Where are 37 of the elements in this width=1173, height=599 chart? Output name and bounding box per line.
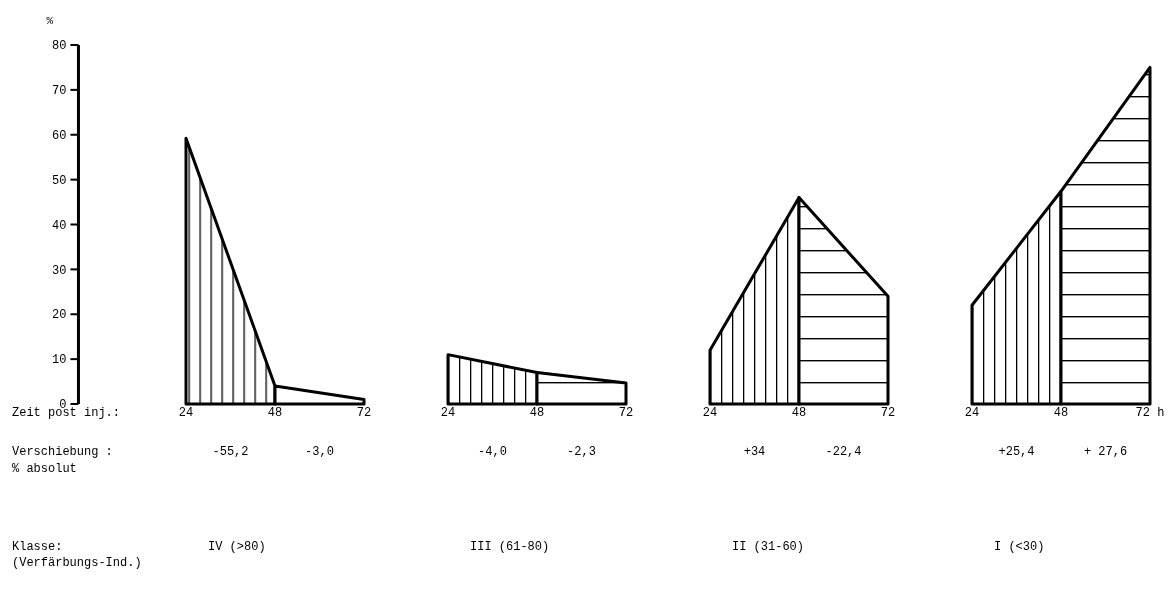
x-tick-label: 48 bbox=[791, 406, 807, 420]
text: III (61-80) bbox=[470, 540, 550, 554]
x-tick-label: 24 bbox=[178, 406, 194, 420]
text: (Verfärbungs-Ind.) bbox=[12, 556, 142, 570]
y-tick-label: 10 bbox=[52, 353, 67, 368]
x-tick-label: 72 h bbox=[1135, 406, 1165, 420]
text: Verschiebung : bbox=[12, 445, 113, 459]
text: +34 bbox=[743, 445, 766, 459]
x-tick-label: 72 bbox=[356, 406, 372, 420]
text: +25,4 bbox=[998, 445, 1035, 459]
y-tick-label: 30 bbox=[52, 263, 67, 278]
text: -22,4 bbox=[825, 445, 862, 459]
y-tick-label: 70 bbox=[52, 84, 67, 99]
x-tick-label: 48 bbox=[1053, 406, 1069, 420]
text: -3,0 bbox=[305, 445, 334, 459]
y-tick-label: 20 bbox=[52, 308, 67, 323]
text: + 27,6 bbox=[1083, 445, 1128, 459]
y-tick-label: 40 bbox=[52, 218, 67, 233]
text: IV (>80) bbox=[208, 540, 266, 554]
x-tick-label: 24 bbox=[964, 406, 980, 420]
y-tick-label: 60 bbox=[52, 128, 67, 143]
text: -55,2 bbox=[212, 445, 249, 459]
x-tick-label: 72 bbox=[618, 406, 634, 420]
text: II (31-60) bbox=[732, 540, 805, 554]
text: I (<30) bbox=[994, 540, 1045, 554]
text: -4,0 bbox=[478, 445, 507, 459]
text: Klasse: bbox=[12, 540, 63, 554]
x-tick-label: 72 bbox=[880, 406, 896, 420]
text: -2,3 bbox=[567, 445, 596, 459]
x-tick-label: 48 bbox=[267, 406, 283, 420]
x-tick-label: 24 bbox=[702, 406, 718, 420]
x-tick-label: 48 bbox=[529, 406, 545, 420]
y-tick-label: 50 bbox=[52, 173, 67, 188]
y-axis-title: % bbox=[46, 15, 54, 27]
y-tick-label: 80 bbox=[52, 39, 67, 54]
x-tick-label: 24 bbox=[440, 406, 456, 420]
text: % absolut bbox=[12, 462, 77, 476]
